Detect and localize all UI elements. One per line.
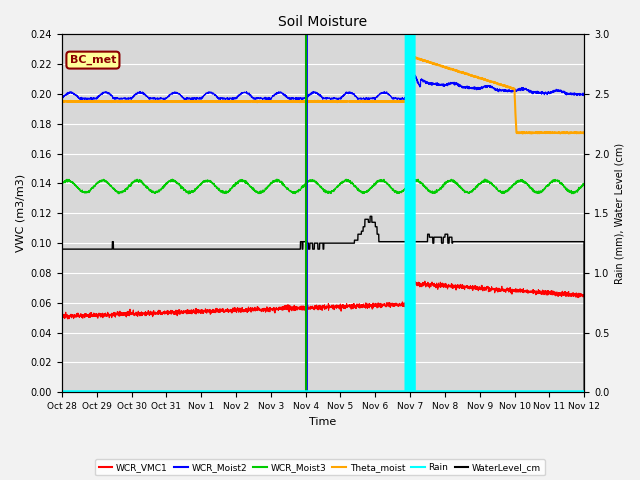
X-axis label: Time: Time <box>309 417 337 427</box>
Title: Soil Moisture: Soil Moisture <box>278 15 367 29</box>
Y-axis label: Rain (mm), Water Level (cm): Rain (mm), Water Level (cm) <box>615 143 625 284</box>
Y-axis label: VWC (m3/m3): VWC (m3/m3) <box>15 174 25 252</box>
Legend: WCR_VMC1, WCR_Moist2, WCR_Moist3, Theta_moist, Rain, WaterLevel_cm: WCR_VMC1, WCR_Moist2, WCR_Moist3, Theta_… <box>95 459 545 476</box>
Text: BC_met: BC_met <box>70 55 116 65</box>
